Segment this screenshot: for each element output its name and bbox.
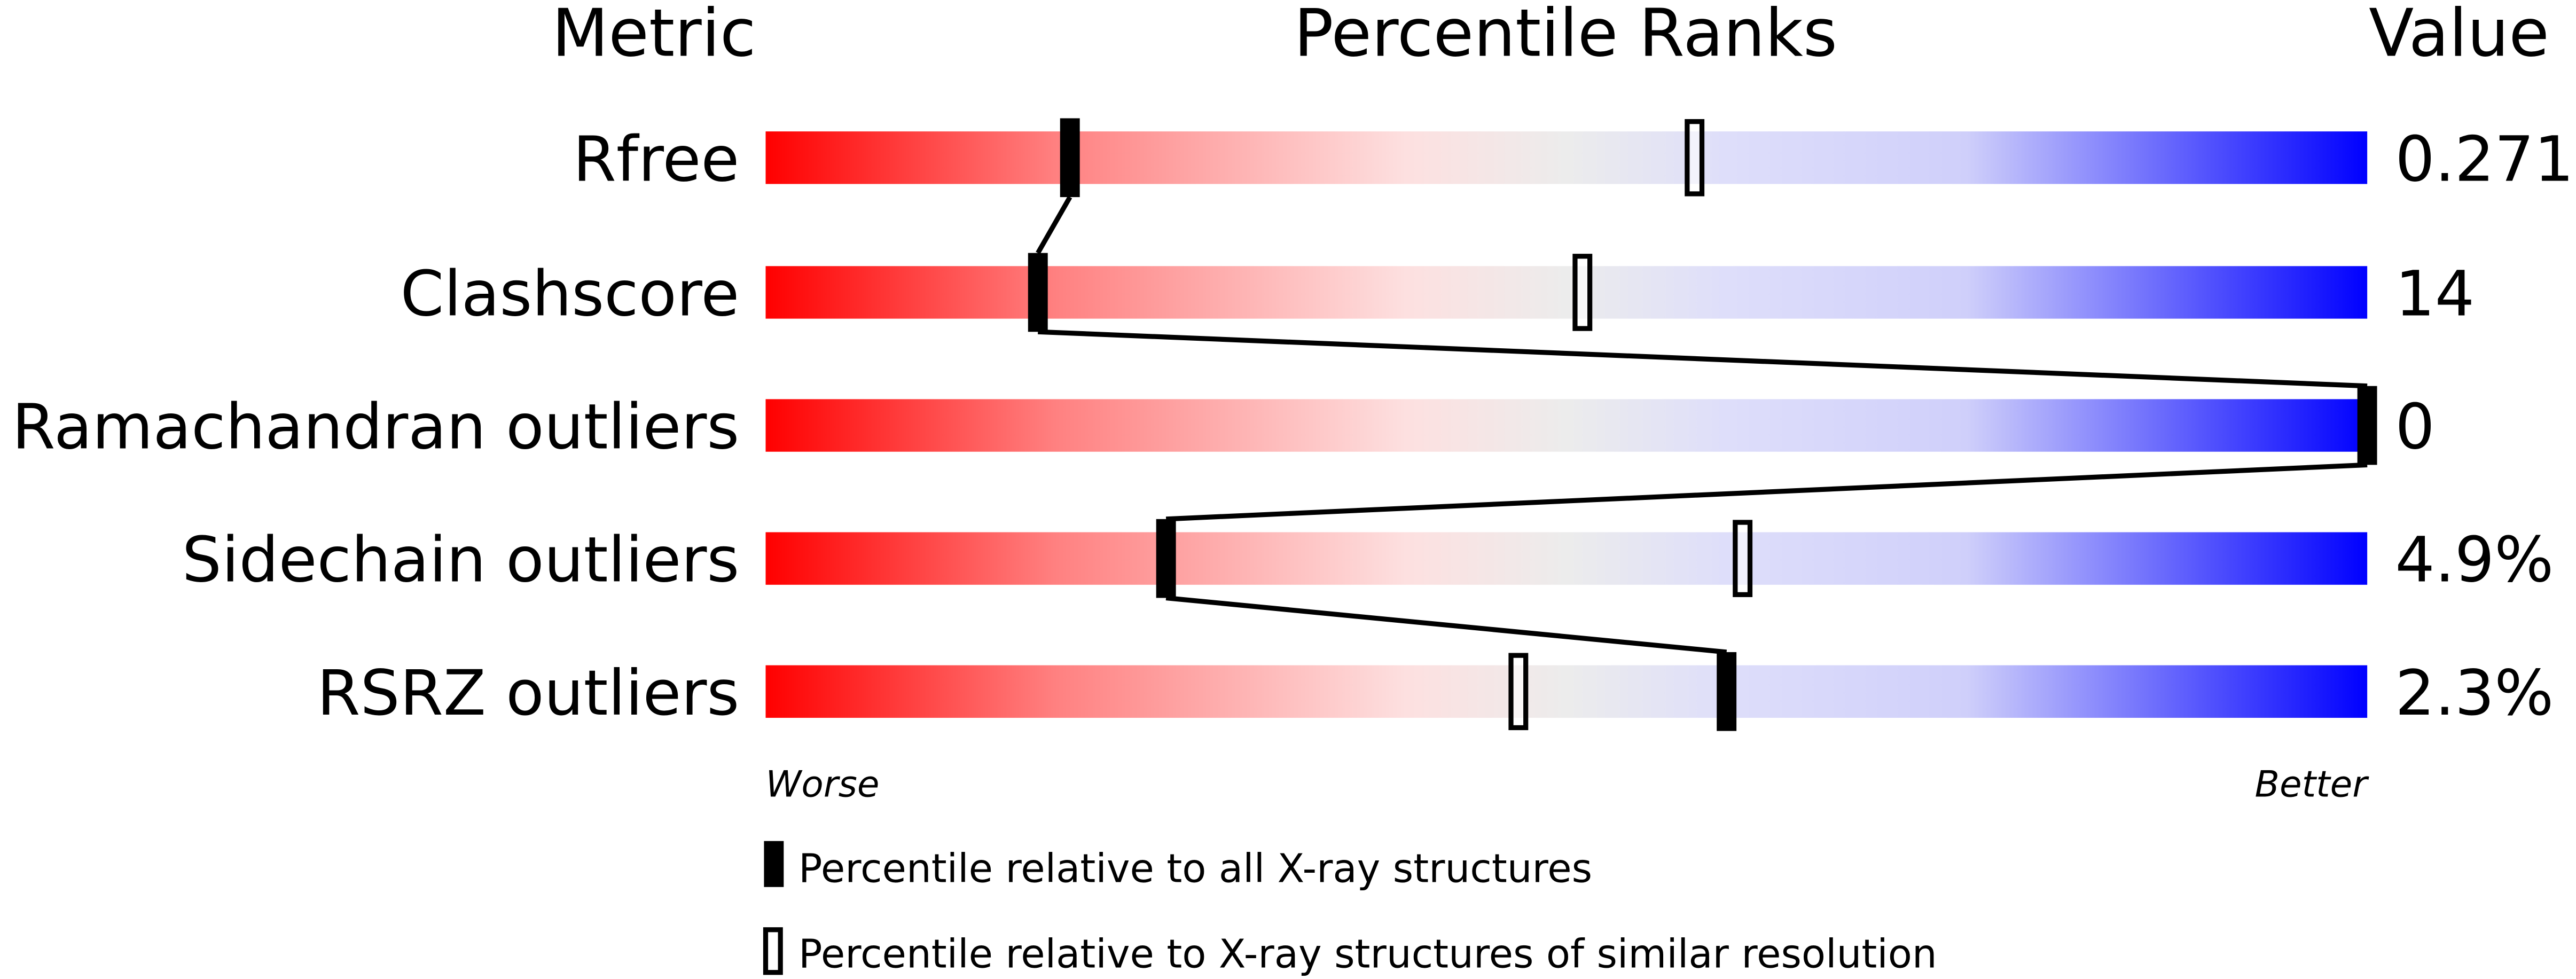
legend-label-all: Percentile relative to all X-ray structu… <box>798 846 1592 892</box>
header-metric: Metric <box>552 0 756 72</box>
percentile-bar <box>765 266 2368 319</box>
legend-filled-marker-icon <box>764 841 784 887</box>
metric-label: Sidechain outliers <box>182 524 739 597</box>
metric-value: 0 <box>2395 391 2434 464</box>
similar-resolution-marker <box>1685 119 1705 197</box>
metric-label: Clashscore <box>401 257 740 330</box>
legend-open-marker-icon <box>763 927 783 975</box>
all-structures-marker <box>2357 386 2377 465</box>
metric-value: 2.3% <box>2395 657 2554 730</box>
all-structures-marker <box>1060 118 1080 198</box>
similar-resolution-marker <box>1508 653 1529 731</box>
axis-label-better: Better <box>2255 763 2370 805</box>
percentile-bar <box>765 665 2368 718</box>
marker-link-line <box>1036 195 1072 254</box>
metric-value: 0.271 <box>2395 123 2574 195</box>
axis-label-worse: Worse <box>765 763 879 805</box>
similar-resolution-marker <box>1733 520 1753 597</box>
marker-link-line <box>1165 595 1727 655</box>
metric-value: 4.9% <box>2395 524 2554 597</box>
similar-resolution-marker <box>1572 254 1593 331</box>
marker-link-line <box>1165 462 2368 522</box>
metric-label: Rfree <box>573 123 740 195</box>
header-percentile-ranks: Percentile Ranks <box>1294 0 1837 72</box>
legend-label-similar: Percentile relative to X-ray structures … <box>798 931 1937 977</box>
metric-label: Ramachandran outliers <box>12 391 739 464</box>
metric-value: 14 <box>2395 257 2475 330</box>
percentile-bar <box>765 131 2368 184</box>
marker-link-line <box>1038 329 2368 389</box>
percentile-bar <box>765 532 2368 585</box>
all-structures-marker <box>1156 519 1176 598</box>
percentile-bar <box>765 399 2368 452</box>
metric-label: RSRZ outliers <box>317 657 739 730</box>
header-value: Value <box>2369 0 2549 72</box>
all-structures-marker <box>1717 652 1737 731</box>
all-structures-marker <box>1028 253 1048 332</box>
